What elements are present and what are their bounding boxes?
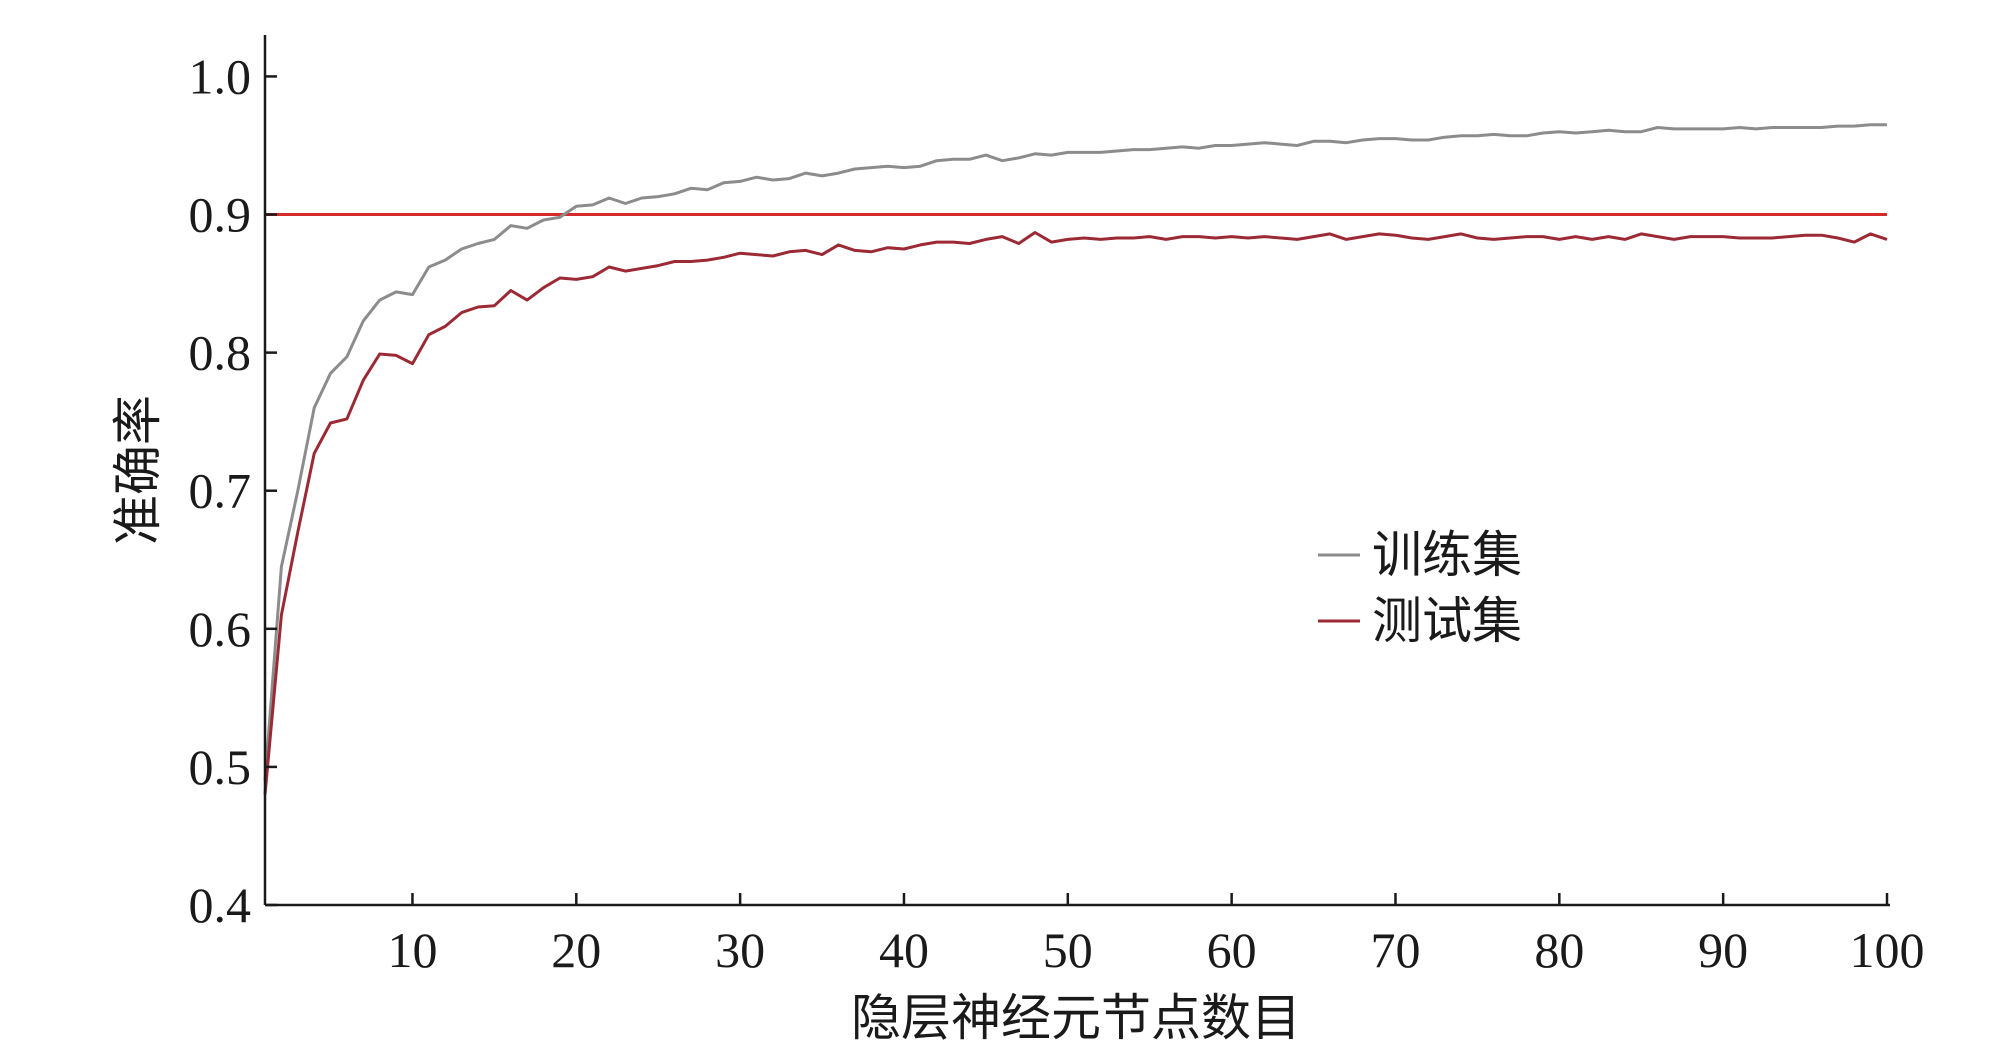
x-tick-label: 50 bbox=[1043, 922, 1093, 978]
plot-area bbox=[263, 123, 1888, 795]
x-tick-label: 80 bbox=[1534, 922, 1584, 978]
y-tick-label: 0.8 bbox=[189, 325, 252, 381]
x-tick-label: 30 bbox=[715, 922, 765, 978]
x-tick-label: 100 bbox=[1850, 922, 1925, 978]
legend-label: 测试集 bbox=[1372, 592, 1522, 650]
x-tick-label: 90 bbox=[1698, 922, 1748, 978]
x-tick-label: 40 bbox=[879, 922, 929, 978]
series-line-2 bbox=[263, 231, 1888, 795]
x-tick-label: 60 bbox=[1207, 922, 1257, 978]
legend-label: 训练集 bbox=[1372, 526, 1522, 584]
series-line-1 bbox=[263, 123, 1887, 781]
x-axis-title: 隐层神经元节点数目 bbox=[851, 989, 1301, 1041]
y-axis-title: 准确率 bbox=[109, 395, 167, 545]
y-tick-label: 0.7 bbox=[189, 463, 252, 519]
axes: 0.4 0.5 0.6 0.7 0.8 0.9 1.0 10 20 30 40 50 60 70 80 90 1… bbox=[189, 35, 1925, 978]
x-tick-label: 10 bbox=[387, 922, 437, 978]
x-tick-label: 20 bbox=[551, 922, 601, 978]
y-tick-label: 0.4 bbox=[189, 877, 252, 933]
x-tick-label: 70 bbox=[1370, 922, 1420, 978]
y-tick-label: 0.9 bbox=[189, 187, 252, 243]
y-tick-label: 0.5 bbox=[189, 739, 252, 795]
y-tick-label: 0.6 bbox=[189, 601, 252, 657]
y-tick-label: 1.0 bbox=[189, 48, 252, 104]
